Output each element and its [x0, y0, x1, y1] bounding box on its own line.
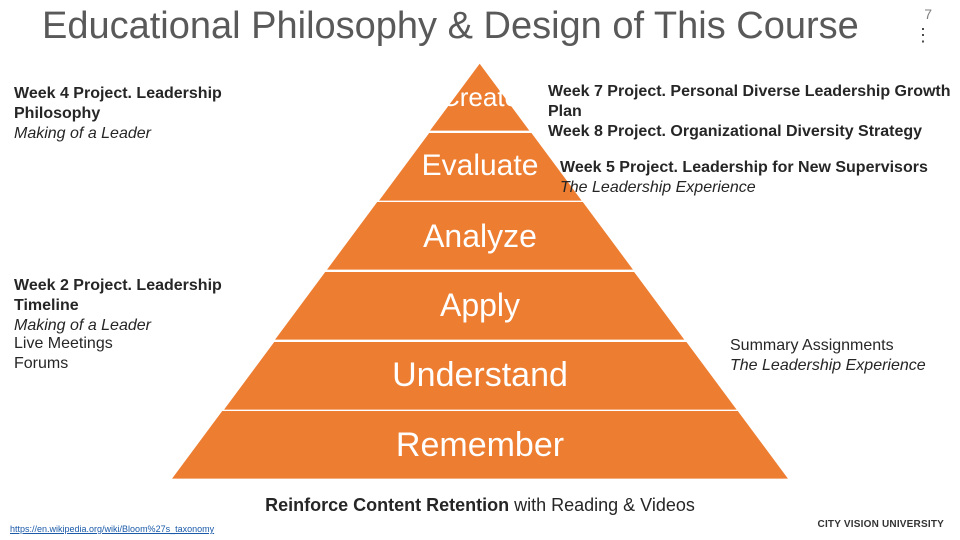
footer-bold: Reinforce Content Retention — [265, 495, 509, 515]
ann-line: Forums — [14, 355, 68, 372]
annotation-create-left: Week 4 Project. Leadership Philosophy Ma… — [14, 84, 294, 144]
ann-line: Summary Assignments — [730, 337, 894, 354]
ann-line: Week 4 Project. Leadership Philosophy — [14, 85, 222, 122]
pyramid-label: Analyze — [170, 218, 790, 255]
ann-line: Week 2 Project. Leadership Timeline — [14, 277, 222, 314]
page-title: Educational Philosophy & Design of This … — [42, 6, 900, 48]
ann-line: Week 5 Project. Leadership for New Super… — [560, 159, 928, 176]
ann-line: Making of a Leader — [14, 125, 151, 142]
ann-line: The Leadership Experience — [730, 357, 926, 374]
footer-rest: with Reading & Videos — [509, 495, 695, 515]
pyramid-segment-analyze: Analyze — [170, 201, 790, 271]
pyramid-segment-remember: Remember — [170, 410, 790, 480]
ann-line: Week 8 Project. Organizational Diversity… — [548, 123, 922, 140]
source-link[interactable]: https://en.wikipedia.org/wiki/Bloom%27s_… — [10, 524, 214, 534]
annotation-evaluate-right: Week 5 Project. Leadership for New Super… — [560, 158, 940, 198]
ann-line: The Leadership Experience — [560, 179, 756, 196]
menu-dots-icon: ⋮ — [914, 30, 932, 41]
ann-line: Live Meetings — [14, 335, 113, 352]
brand-logo: CITY VISION UNIVERSITY — [818, 519, 944, 530]
annotation-apply-left-1: Week 2 Project. Leadership Timeline Maki… — [14, 276, 274, 336]
annotation-understand-right: Summary Assignments The Leadership Exper… — [730, 336, 950, 376]
slide: Educational Philosophy & Design of This … — [0, 0, 960, 540]
annotation-apply-left-2: Live Meetings Forums — [14, 334, 274, 374]
ann-line: Making of a Leader — [14, 317, 151, 334]
annotation-create-right: Week 7 Project. Personal Diverse Leaders… — [548, 82, 958, 142]
ann-line: Week 7 Project. Personal Diverse Leaders… — [548, 83, 951, 120]
pyramid-label: Remember — [170, 426, 790, 465]
footer-caption: Reinforce Content Retention with Reading… — [0, 495, 960, 516]
page-number: 7 — [924, 6, 932, 22]
